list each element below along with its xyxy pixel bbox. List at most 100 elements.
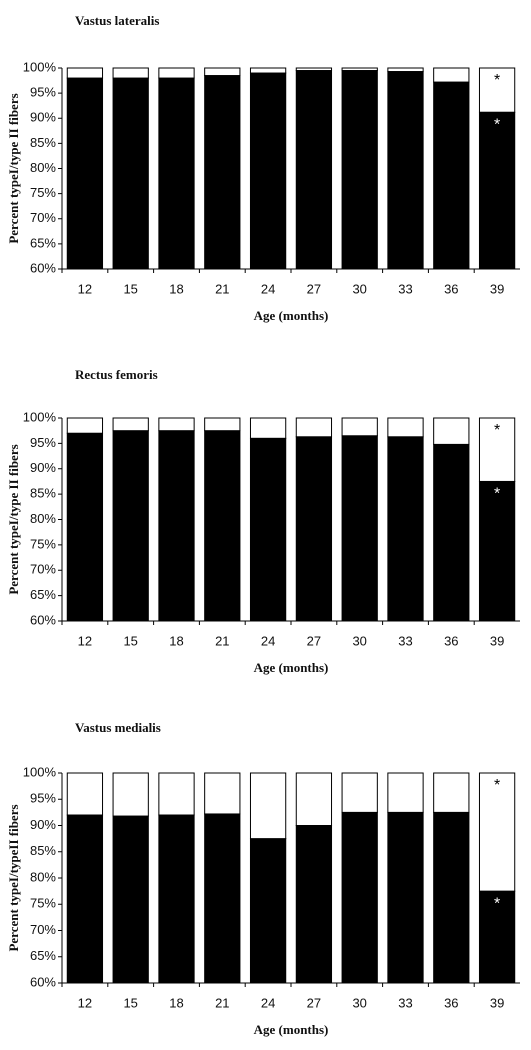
y-axis-label: Percent typeI/type II fibers	[6, 444, 21, 594]
bar-segment	[249, 72, 287, 270]
bar-segment	[204, 772, 241, 815]
y-tick-label: 75%	[30, 536, 56, 551]
y-tick-label: 100%	[23, 409, 57, 424]
y-tick-label: 85%	[30, 843, 56, 858]
chart-title: Vastus lateralis	[75, 13, 159, 28]
bar-segment	[204, 430, 241, 622]
bar-segment	[66, 814, 104, 984]
y-tick-label: 65%	[30, 235, 56, 250]
y-tick-label: 65%	[30, 948, 56, 963]
bar-segment	[295, 825, 333, 984]
x-tick-label: 39	[490, 281, 504, 296]
bar-segment	[387, 417, 424, 438]
annotation: *	[494, 422, 500, 439]
annotation: *	[494, 72, 500, 89]
bar-segment	[204, 813, 241, 984]
bar-segment	[341, 70, 378, 270]
y-tick-label: 95%	[30, 791, 56, 806]
y-tick-label: 60%	[30, 260, 56, 275]
bar-segment	[249, 417, 287, 439]
x-tick-label: 33	[398, 995, 412, 1010]
bar-segment	[158, 814, 195, 984]
bar-segment	[387, 71, 424, 270]
annotation: *	[494, 895, 500, 912]
bar-segment	[66, 67, 104, 79]
y-tick-label: 95%	[30, 435, 56, 450]
y-tick-label: 65%	[30, 587, 56, 602]
bar-segment	[478, 417, 516, 482]
x-tick-label: 27	[307, 281, 321, 296]
bar-segment	[341, 772, 378, 813]
y-tick-label: 80%	[30, 160, 56, 175]
y-axis-label: Percent typeI/typeII fibers	[6, 804, 21, 951]
x-tick-label: 24	[261, 633, 275, 648]
x-tick-label: 21	[215, 633, 229, 648]
y-tick-label: 90%	[30, 110, 56, 125]
bar-segment	[295, 417, 333, 438]
y-tick-label: 70%	[30, 210, 56, 225]
chart-title: Vastus medialis	[75, 720, 161, 735]
bar-segment	[249, 67, 287, 74]
bar-segment	[112, 67, 149, 79]
x-tick-label: 12	[78, 995, 92, 1010]
x-tick-label: 18	[169, 995, 183, 1010]
bar-segment	[204, 417, 241, 432]
x-tick-label: 30	[352, 633, 366, 648]
y-tick-label: 90%	[30, 817, 56, 832]
x-tick-label: 21	[215, 281, 229, 296]
bar-segment	[249, 838, 287, 984]
bar-segment	[387, 772, 424, 813]
bar-segment	[204, 75, 241, 270]
bar-segment	[341, 67, 378, 72]
bar-segment	[112, 772, 149, 817]
x-tick-label: 15	[123, 281, 137, 296]
bar-segment	[112, 430, 149, 622]
y-tick-label: 75%	[30, 185, 56, 200]
x-tick-label: 15	[123, 995, 137, 1010]
bar-segment	[295, 772, 333, 826]
bar-segment	[249, 437, 287, 622]
bar-segment	[295, 67, 333, 72]
bar-segment	[341, 417, 378, 437]
x-axis-label: Age (months)	[254, 308, 329, 323]
y-axis-label: Percent typeI/type II fibers	[6, 93, 21, 243]
y-tick-label: 85%	[30, 486, 56, 501]
bar-segment	[112, 77, 149, 270]
bar-segment	[158, 772, 195, 816]
y-tick-label: 90%	[30, 460, 56, 475]
y-tick-label: 60%	[30, 612, 56, 627]
bar-segment	[433, 811, 470, 984]
x-tick-label: 12	[78, 281, 92, 296]
annotation: *	[494, 486, 500, 503]
bar-segment	[433, 417, 470, 445]
x-tick-label: 15	[123, 633, 137, 648]
bar-segment	[478, 890, 516, 984]
annotation: *	[494, 777, 500, 794]
x-tick-label: 24	[261, 281, 275, 296]
x-tick-label: 27	[307, 633, 321, 648]
bar-segment	[341, 435, 378, 622]
bar-segment	[66, 772, 104, 816]
x-tick-label: 18	[169, 633, 183, 648]
x-tick-label: 33	[398, 633, 412, 648]
x-tick-label: 36	[444, 995, 458, 1010]
bar-segment	[478, 772, 516, 892]
y-tick-label: 85%	[30, 135, 56, 150]
y-tick-label: 70%	[30, 562, 56, 577]
x-axis-label: Age (months)	[254, 660, 329, 675]
bar-segment	[66, 417, 104, 434]
y-tick-label: 100%	[23, 59, 57, 74]
bar-segment	[433, 81, 470, 270]
bar-segment	[478, 480, 516, 622]
bar-segment	[249, 772, 287, 840]
bar-segment	[158, 417, 195, 432]
x-tick-label: 39	[490, 633, 504, 648]
bar-segment	[433, 67, 470, 83]
x-tick-label: 12	[78, 633, 92, 648]
bar-segment	[158, 77, 195, 270]
bar-segment	[478, 111, 516, 270]
y-tick-label: 95%	[30, 85, 56, 100]
x-tick-label: 39	[490, 995, 504, 1010]
bar-segment	[433, 443, 470, 622]
x-tick-label: 18	[169, 281, 183, 296]
